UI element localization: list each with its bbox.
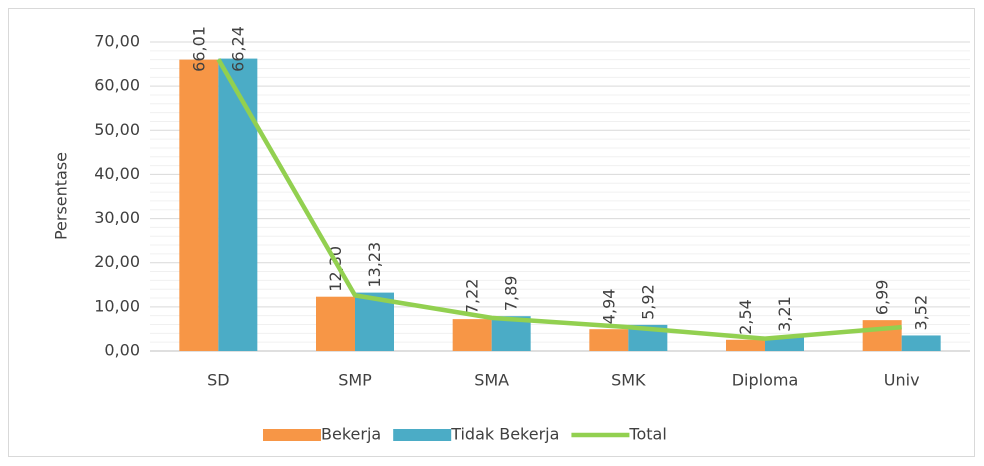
chart-border xyxy=(8,8,975,457)
x-tick-label: Univ xyxy=(884,371,920,390)
bar xyxy=(316,296,355,351)
bar xyxy=(589,329,629,351)
data-label: 66,01 xyxy=(189,26,208,72)
legend-swatch xyxy=(393,429,452,441)
y-tick-label: 50,00 xyxy=(94,120,140,139)
y-tick-label: 20,00 xyxy=(94,252,140,271)
y-tick-label: 70,00 xyxy=(94,32,140,51)
y-tick-label: 10,00 xyxy=(94,296,140,315)
data-label: 13,23 xyxy=(365,242,384,288)
legend-label: Tidak Bekerja xyxy=(450,425,559,444)
data-label: 2,54 xyxy=(736,299,755,335)
y-tick-label: 40,00 xyxy=(94,164,140,183)
legend-label: Total xyxy=(628,425,666,444)
bar xyxy=(901,335,941,351)
bar xyxy=(179,59,219,351)
y-tick-label: 0,00 xyxy=(104,341,140,360)
data-label: 4,94 xyxy=(599,289,618,325)
x-tick-label: SMK xyxy=(611,371,646,390)
bar xyxy=(726,339,765,351)
x-tick-label: Diploma xyxy=(732,371,799,390)
bar xyxy=(218,58,258,351)
data-label: 66,24 xyxy=(228,26,247,72)
data-label: 3,21 xyxy=(775,296,794,332)
bar xyxy=(452,319,492,351)
data-label: 6,99 xyxy=(873,280,892,316)
bar xyxy=(862,320,902,351)
bar xyxy=(765,336,804,351)
data-label: 7,22 xyxy=(463,279,482,315)
legend-label: Bekerja xyxy=(321,425,381,444)
data-label: 3,52 xyxy=(912,295,931,331)
data-label: 7,89 xyxy=(502,276,521,312)
y-tick-label: 60,00 xyxy=(94,76,140,95)
legend-swatch xyxy=(263,429,321,441)
x-tick-label: SMP xyxy=(338,371,372,390)
x-tick-label: SMA xyxy=(474,371,509,390)
data-label: 5,92 xyxy=(638,284,657,320)
line xyxy=(216,58,902,341)
y-axis-title: Persentase xyxy=(52,152,71,240)
x-tick-label: SD xyxy=(207,371,229,390)
y-tick-label: 30,00 xyxy=(94,208,140,227)
